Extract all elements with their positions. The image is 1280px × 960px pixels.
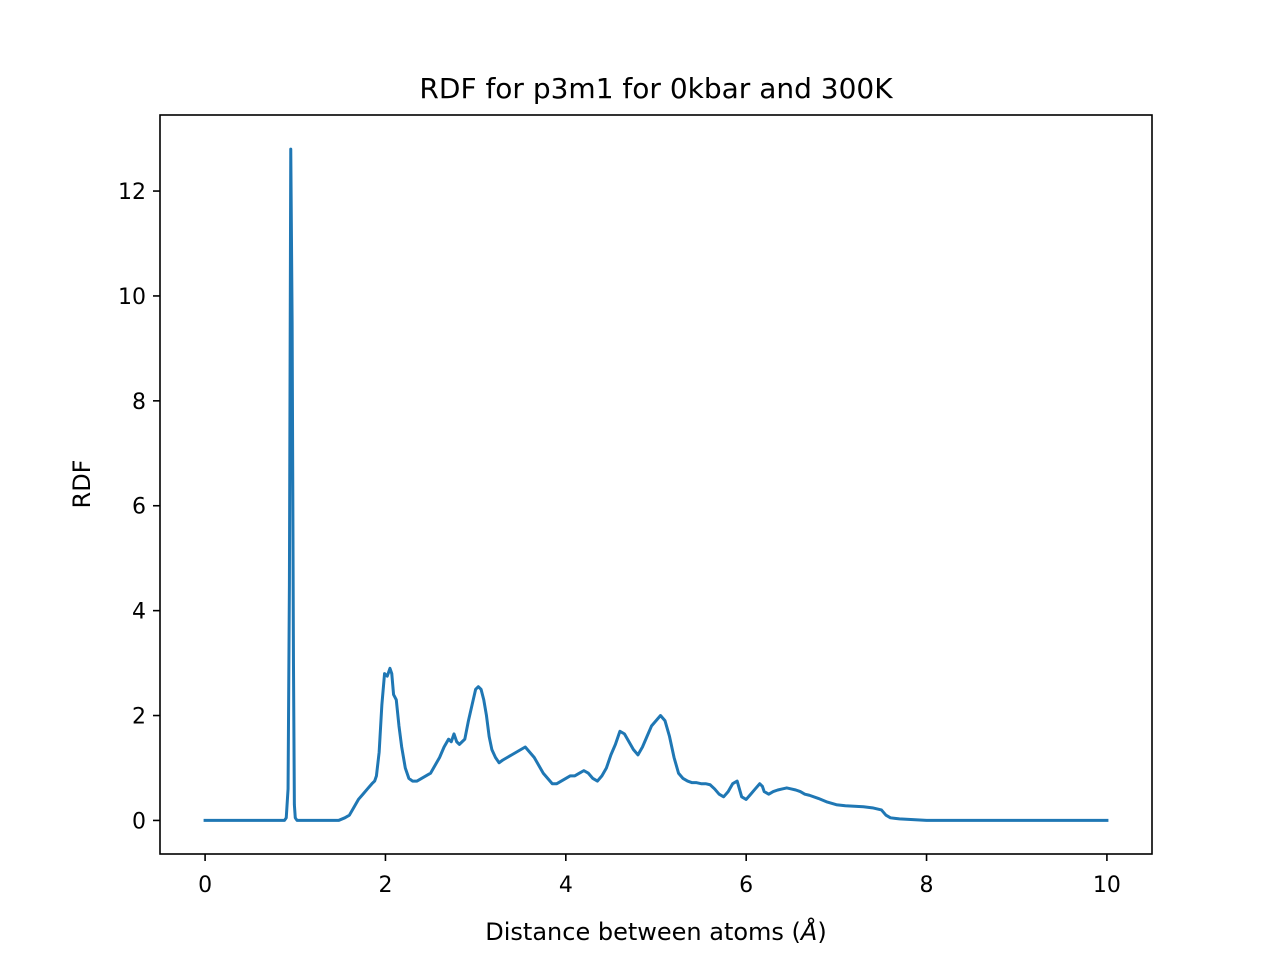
x-tick-label: 10 (1093, 873, 1121, 898)
plot-area (203, 147, 1109, 822)
x-tick-label: 8 (920, 873, 934, 898)
x-tick-label: 4 (559, 873, 573, 898)
x-axis-ticks: 0 2 4 6 8 10 (198, 854, 1121, 898)
x-axis-label: Distance between atoms (Å) (485, 917, 826, 946)
axes-frame (159, 114, 1153, 855)
y-tick-label: 10 (118, 285, 146, 310)
y-tick-label: 4 (132, 600, 146, 625)
chart-title: RDF for p3m1 for 0kbar and 300K (419, 72, 893, 105)
y-axis-label: RDF (68, 460, 96, 509)
series-line-rdf (203, 147, 1109, 822)
x-axis-label-close: ) (817, 918, 826, 946)
y-tick-label: 2 (132, 705, 146, 730)
x-axis-label-unit: Å (799, 917, 817, 946)
y-tick-label: 8 (132, 390, 146, 415)
y-axis-ticks: 0 2 4 6 8 10 12 (118, 180, 160, 834)
y-tick-label: 0 (132, 809, 146, 834)
y-tick-label: 6 (132, 495, 146, 520)
x-axis-label-text: Distance between atoms ( (485, 918, 801, 946)
y-tick-label: 12 (118, 180, 146, 205)
x-tick-label: 0 (198, 873, 212, 898)
x-tick-label: 6 (739, 873, 753, 898)
x-tick-label: 2 (378, 873, 392, 898)
